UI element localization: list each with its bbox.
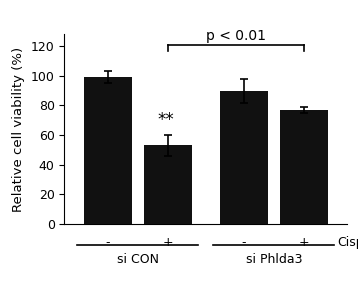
- Text: Cisplatin: Cisplatin: [338, 236, 358, 249]
- Y-axis label: Relative cell viability (%): Relative cell viability (%): [12, 46, 25, 212]
- Text: -: -: [106, 236, 110, 249]
- Text: -: -: [242, 236, 246, 249]
- Text: +: +: [299, 236, 309, 249]
- Text: si Phlda3: si Phlda3: [246, 253, 302, 266]
- Text: +: +: [163, 236, 173, 249]
- Text: **: **: [158, 111, 175, 129]
- Bar: [220, 91, 268, 224]
- Bar: [144, 146, 192, 224]
- Bar: [84, 77, 132, 224]
- Text: p < 0.01: p < 0.01: [206, 29, 266, 43]
- Bar: [280, 110, 328, 224]
- Text: si CON: si CON: [117, 253, 159, 266]
